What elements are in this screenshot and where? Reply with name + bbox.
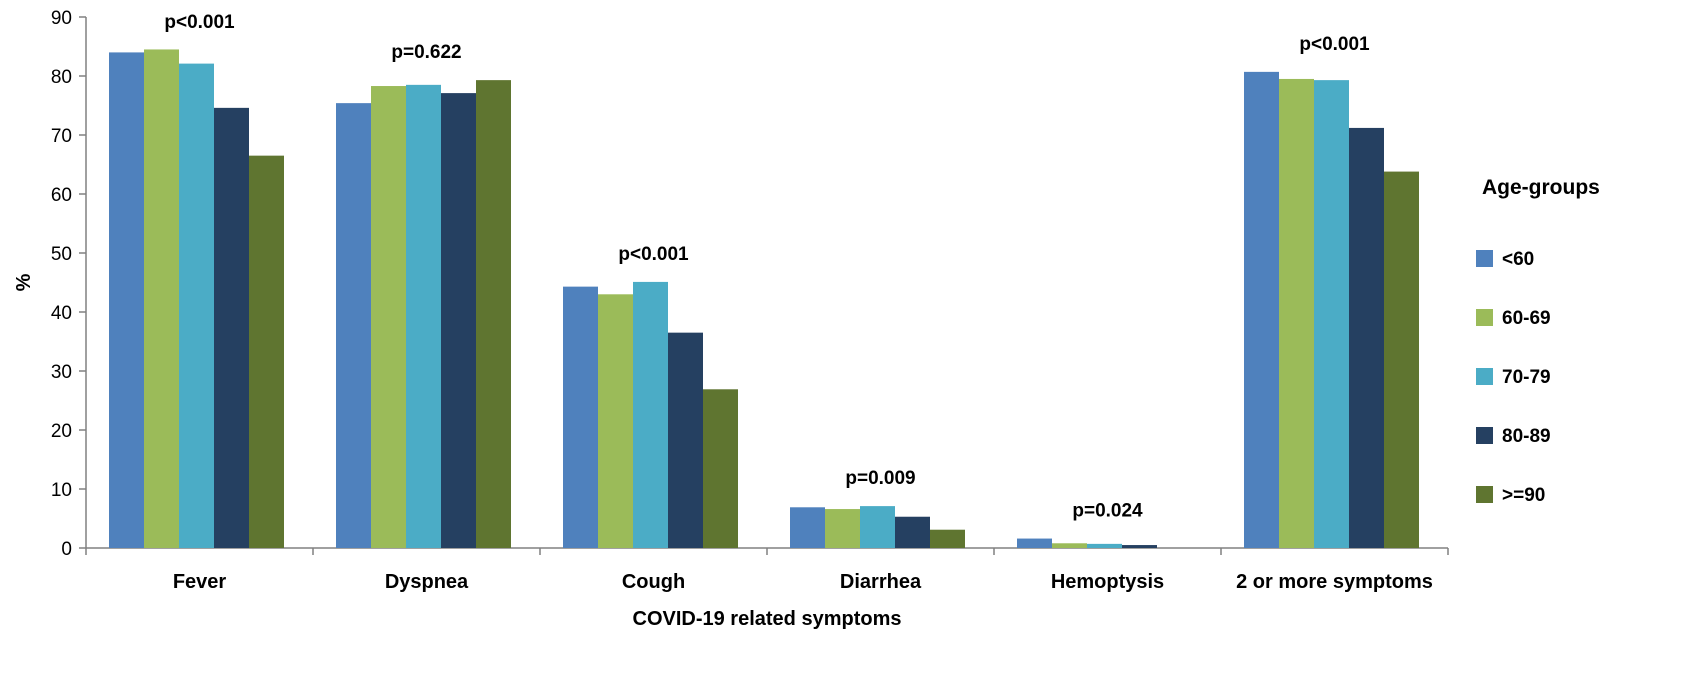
bar — [633, 281, 668, 548]
bar — [930, 529, 965, 548]
p-value-annotation: p=0.024 — [1072, 501, 1143, 522]
bar — [371, 86, 406, 548]
bar — [179, 63, 214, 549]
legend: <60 60-69 70-79 80-89 >=90 — [1476, 249, 1551, 506]
y-tick-label: 40 — [51, 303, 72, 324]
p-value-annotation: p=0.009 — [845, 468, 915, 489]
bar — [441, 93, 476, 549]
y-tick-label: 20 — [51, 421, 72, 442]
legend-title: Age-groups — [1482, 176, 1600, 199]
legend-swatch — [1476, 427, 1493, 444]
bar — [790, 507, 825, 548]
y-tick-label: 10 — [51, 480, 72, 501]
bar — [563, 286, 598, 548]
y-tick-label: 0 — [61, 539, 72, 560]
legend-label: >=90 — [1502, 485, 1545, 506]
bar — [144, 49, 179, 548]
bar — [598, 294, 633, 548]
x-axis: Fever Dyspnea Cough Diarrhea Hemoptysis 2 or … — [85, 547, 1449, 593]
bar — [860, 506, 895, 548]
y-tick-label: 80 — [51, 67, 72, 88]
bar — [214, 107, 249, 549]
bar — [1384, 171, 1419, 548]
p-value-annotation: p<0.001 — [618, 244, 689, 265]
legend-label: <60 — [1502, 249, 1534, 270]
legend-swatch — [1476, 250, 1493, 267]
x-category-label: 2 or more symptoms — [1236, 571, 1433, 593]
y-tick-label: 90 — [51, 8, 72, 29]
legend-label: 70-79 — [1502, 367, 1551, 388]
p-value-annotation: p<0.001 — [164, 12, 235, 33]
x-category-label: Diarrhea — [840, 571, 922, 593]
y-tick-label: 70 — [51, 126, 72, 147]
bar — [1244, 71, 1279, 549]
bar — [1017, 538, 1052, 548]
y-tick-label: 60 — [51, 185, 72, 206]
bar — [1052, 543, 1087, 548]
bar — [336, 103, 371, 548]
bar — [668, 332, 703, 548]
bar — [825, 509, 860, 548]
legend-label: 80-89 — [1502, 426, 1551, 447]
legend-label: 60-69 — [1502, 308, 1551, 329]
bar — [1122, 545, 1157, 548]
legend-swatch — [1476, 486, 1493, 503]
bar — [895, 516, 930, 548]
y-axis-title: % — [13, 273, 35, 291]
bar — [109, 52, 144, 549]
p-value-annotation: p=0.622 — [391, 42, 461, 63]
x-axis-title: COVID-19 related symptoms — [633, 608, 902, 630]
y-tick-label: 50 — [51, 244, 72, 265]
x-category-label: Hemoptysis — [1051, 571, 1164, 593]
bar — [249, 155, 284, 548]
y-tick-label: 30 — [51, 362, 72, 383]
x-category-label: Dyspnea — [385, 571, 469, 593]
p-value-labels: p<0.001 p=0.622 p<0.001 p=0.009 p=0.024 p<0.0… — [164, 12, 1370, 522]
bar — [703, 389, 738, 548]
bar — [476, 80, 511, 548]
x-category-label: Fever — [173, 571, 227, 593]
legend-swatch — [1476, 368, 1493, 385]
bars — [109, 49, 1419, 549]
x-category-label: Cough — [622, 571, 685, 593]
bar — [1349, 127, 1384, 549]
legend-swatch — [1476, 309, 1493, 326]
bar — [1087, 543, 1122, 548]
bar — [406, 84, 441, 548]
bar — [1279, 78, 1314, 548]
bar — [1314, 80, 1349, 548]
p-value-annotation: p<0.001 — [1299, 34, 1370, 55]
y-axis: 0 10 20 30 40 50 60 70 80 90 — [51, 8, 87, 560]
